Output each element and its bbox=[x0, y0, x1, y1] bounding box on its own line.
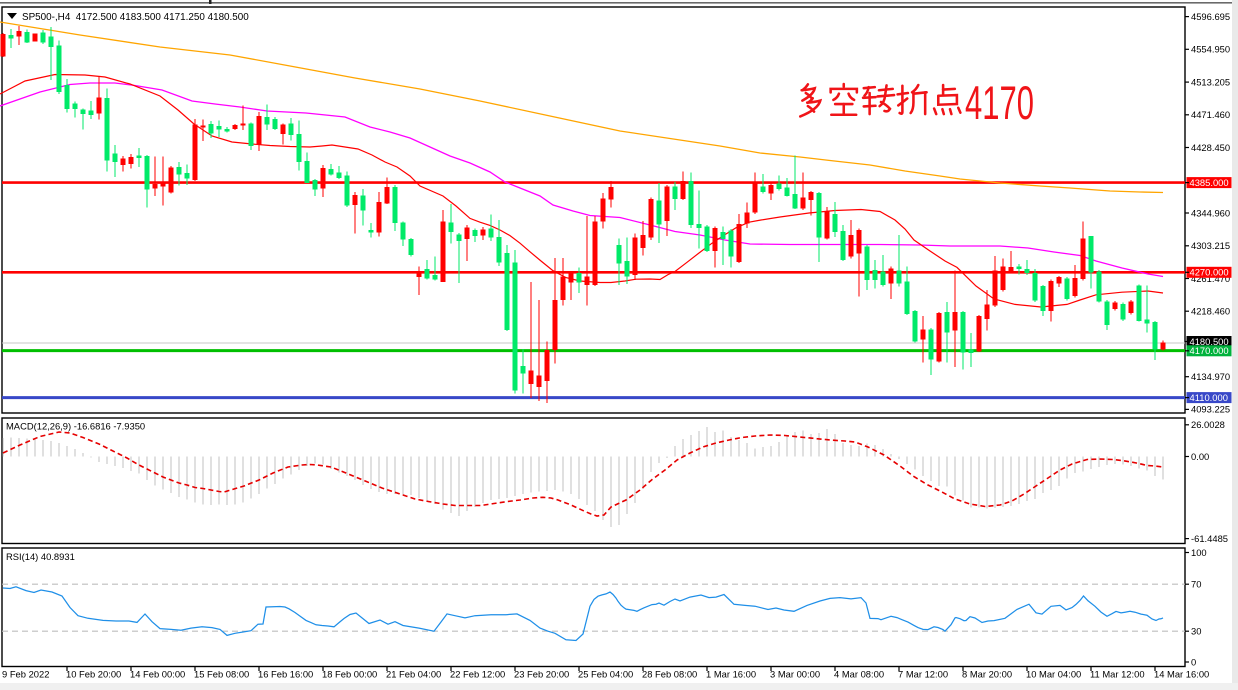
svg-text:14 Mar 16:00: 14 Mar 16:00 bbox=[1154, 669, 1209, 680]
svg-text:4385.000: 4385.000 bbox=[1190, 177, 1229, 188]
svg-text:SP500-,H4 4172.500 4183.500 4: SP500-,H4 4172.500 4183.500 4171.250 418… bbox=[22, 12, 249, 23]
svg-text:4513.205: 4513.205 bbox=[1191, 76, 1230, 87]
svg-text:4554.950: 4554.950 bbox=[1191, 44, 1230, 55]
svg-text:MACD(12,26,9) -16.6816 -7.9350: MACD(12,26,9) -16.6816 -7.9350 bbox=[6, 421, 145, 432]
svg-text:0.00: 0.00 bbox=[1191, 451, 1209, 462]
svg-text:1 Mar 16:00: 1 Mar 16:00 bbox=[706, 669, 756, 680]
svg-text:0: 0 bbox=[1191, 656, 1196, 667]
svg-text:8 Mar 20:00: 8 Mar 20:00 bbox=[962, 669, 1012, 680]
svg-text:4428.450: 4428.450 bbox=[1191, 142, 1230, 153]
svg-text:10 Mar 04:00: 10 Mar 04:00 bbox=[1026, 669, 1081, 680]
svg-text:4180.500: 4180.500 bbox=[1190, 336, 1229, 347]
svg-text:23 Feb 20:00: 23 Feb 20:00 bbox=[514, 669, 569, 680]
svg-text:22 Feb 12:00: 22 Feb 12:00 bbox=[450, 669, 505, 680]
svg-text:4134.970: 4134.970 bbox=[1191, 371, 1230, 382]
svg-text:4344.960: 4344.960 bbox=[1191, 207, 1230, 218]
svg-text:16 Feb 16:00: 16 Feb 16:00 bbox=[258, 669, 313, 680]
svg-text:4303.215: 4303.215 bbox=[1191, 240, 1230, 251]
svg-text:RSI(14) 40.8931: RSI(14) 40.8931 bbox=[6, 551, 75, 562]
svg-text:4170.000: 4170.000 bbox=[1190, 345, 1229, 356]
svg-text:28 Feb 08:00: 28 Feb 08:00 bbox=[642, 669, 697, 680]
svg-text:4261.470: 4261.470 bbox=[1191, 273, 1230, 284]
svg-text:3 Mar 00:00: 3 Mar 00:00 bbox=[770, 669, 820, 680]
svg-text:4596.695: 4596.695 bbox=[1191, 11, 1230, 22]
svg-text:14 Feb 00:00: 14 Feb 00:00 bbox=[130, 669, 185, 680]
svg-text:70: 70 bbox=[1191, 579, 1201, 590]
svg-text:18 Feb 00:00: 18 Feb 00:00 bbox=[322, 669, 377, 680]
svg-text:4 Mar 08:00: 4 Mar 08:00 bbox=[834, 669, 884, 680]
svg-text:4270.000: 4270.000 bbox=[1190, 267, 1229, 278]
svg-text:4218.460: 4218.460 bbox=[1191, 306, 1230, 317]
svg-text:4471.460: 4471.460 bbox=[1191, 109, 1230, 120]
svg-text:9 Feb 2022: 9 Feb 2022 bbox=[2, 669, 49, 680]
svg-text:100: 100 bbox=[1191, 547, 1207, 558]
svg-text:4170: 4170 bbox=[965, 78, 1034, 130]
svg-text:26.0028: 26.0028 bbox=[1191, 419, 1225, 430]
svg-text:21 Feb 04:00: 21 Feb 04:00 bbox=[386, 669, 441, 680]
svg-text:4093.225: 4093.225 bbox=[1191, 404, 1230, 415]
svg-text:30: 30 bbox=[1191, 626, 1201, 637]
svg-text:4110.000: 4110.000 bbox=[1190, 392, 1228, 403]
svg-text:10 Feb 20:00: 10 Feb 20:00 bbox=[66, 669, 121, 680]
svg-text:7 Mar 12:00: 7 Mar 12:00 bbox=[898, 669, 948, 680]
svg-text:-61.4485: -61.4485 bbox=[1191, 533, 1228, 544]
svg-text:25 Feb 04:00: 25 Feb 04:00 bbox=[578, 669, 633, 680]
svg-text:11 Mar 12:00: 11 Mar 12:00 bbox=[1090, 669, 1145, 680]
svg-text:15 Feb 08:00: 15 Feb 08:00 bbox=[194, 669, 249, 680]
